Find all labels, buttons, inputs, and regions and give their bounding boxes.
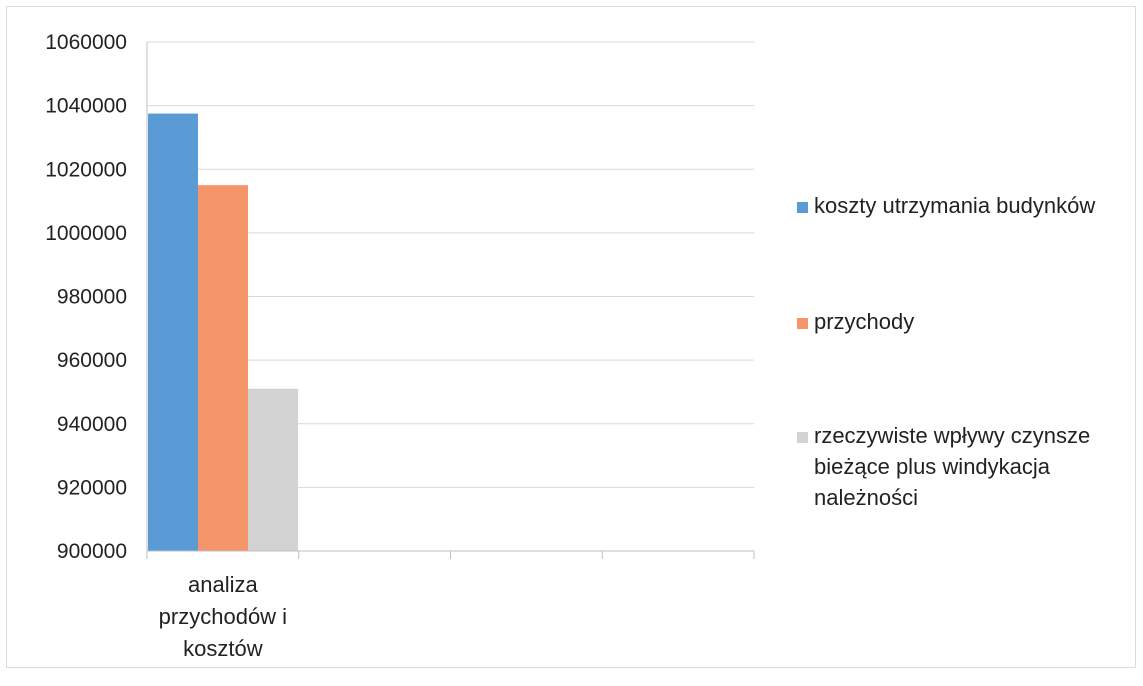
legend-label: należności (814, 485, 918, 510)
category-label: kosztów (183, 636, 263, 661)
y-tick-label: 900000 (57, 540, 127, 563)
legend-swatch (797, 318, 808, 329)
bar-chart: 900000 920000 940000 960000 980000 1000000 102… (45, 31, 1095, 661)
y-tick-label: 940000 (57, 413, 127, 436)
y-tick-label: 920000 (57, 476, 127, 499)
y-tick-label: 1020000 (45, 158, 127, 181)
legend-swatch (797, 432, 808, 443)
axes (146, 42, 755, 559)
legend-swatch (797, 202, 808, 213)
y-tick-label: 960000 (57, 349, 127, 372)
legend-label: koszty utrzymania budynków (814, 193, 1095, 218)
legend: koszty utrzymania budynków przychody rzecz… (797, 193, 1095, 510)
legend-label: przychody (814, 309, 914, 334)
bar (248, 388, 298, 551)
y-tick-labels: 900000 920000 940000 960000 980000 1000000 102… (45, 31, 127, 563)
bar (198, 185, 248, 551)
legend-label: bieżące plus windykacja (814, 454, 1051, 479)
y-tick-label: 980000 (57, 286, 127, 309)
y-tick-label: 1000000 (45, 222, 127, 245)
category-label: przychodów i (159, 604, 287, 629)
category-label: analiza (188, 572, 258, 597)
legend-label: rzeczywiste wpływy czynsze (814, 423, 1090, 448)
bars (148, 113, 298, 551)
y-tick-label: 1060000 (45, 31, 127, 54)
category-labels: analiza przychodów i kosztów (159, 572, 287, 661)
chart-container: 900000 920000 940000 960000 980000 1000000 102… (6, 6, 1136, 668)
y-tick-label: 1040000 (45, 95, 127, 118)
bar (148, 113, 198, 551)
